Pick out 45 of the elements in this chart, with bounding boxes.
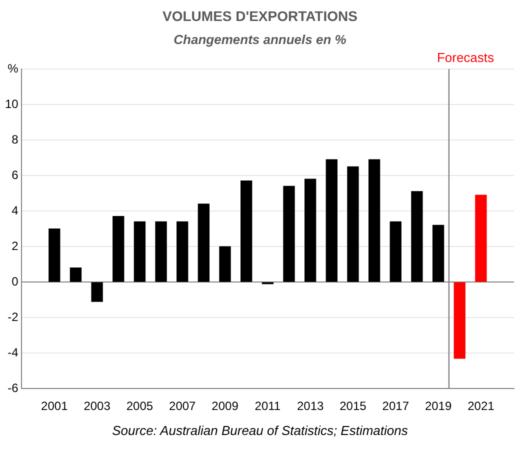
- source-note: Source: Australian Bureau of Statistics; Estimations: [111, 423, 409, 438]
- x-tick-label: 2005: [126, 399, 154, 414]
- x-tick-label: 2001: [41, 399, 68, 414]
- bar: [283, 186, 295, 282]
- bar: [368, 159, 380, 282]
- bar: [240, 180, 252, 282]
- bar: [91, 282, 103, 302]
- y-tick-label: 4: [12, 203, 19, 218]
- x-tick-label: 2017: [382, 399, 410, 414]
- y-tick-label: 6: [12, 168, 19, 182]
- bar: [347, 166, 359, 282]
- bar: [155, 221, 167, 282]
- bar: [219, 246, 231, 282]
- bar: [454, 282, 466, 359]
- y-tick-label: -6: [8, 380, 19, 395]
- y-tick-label: 0: [12, 274, 19, 288]
- x-tick-label: 2019: [424, 399, 452, 414]
- y-tick-label: 2: [12, 238, 19, 253]
- x-tick-label: 2009: [212, 399, 239, 414]
- bar: [112, 216, 124, 282]
- bar: [176, 221, 188, 282]
- x-tick-label: 2015: [340, 399, 367, 414]
- bar: [390, 221, 402, 282]
- x-tick-label: 2011: [254, 399, 281, 414]
- x-tick-label: 2007: [169, 399, 196, 414]
- bar: [48, 228, 60, 282]
- chart-subtitle: Changements annuels en %: [172, 32, 348, 47]
- ref-line-label: Forecasts: [436, 50, 495, 66]
- y-tick-label: 8: [12, 132, 19, 146]
- bar: [198, 204, 210, 282]
- bar: [70, 268, 82, 282]
- chart-title: VOLUMES D'EXPORTATIONS: [162, 8, 358, 24]
- x-tick-label: 2021: [468, 399, 495, 414]
- y-tick-label: -2: [8, 310, 19, 324]
- bar: [475, 194, 487, 282]
- bar: [134, 221, 146, 282]
- y-tick-label: %: [8, 61, 19, 76]
- bar: [411, 191, 423, 282]
- x-tick-label: 2003: [84, 399, 111, 414]
- bar: [304, 178, 316, 282]
- y-tick-label: -4: [8, 345, 19, 360]
- bar: [432, 224, 444, 282]
- bar: [326, 159, 338, 282]
- y-tick-label: 10: [4, 96, 19, 111]
- x-tick-label: 2013: [296, 399, 324, 414]
